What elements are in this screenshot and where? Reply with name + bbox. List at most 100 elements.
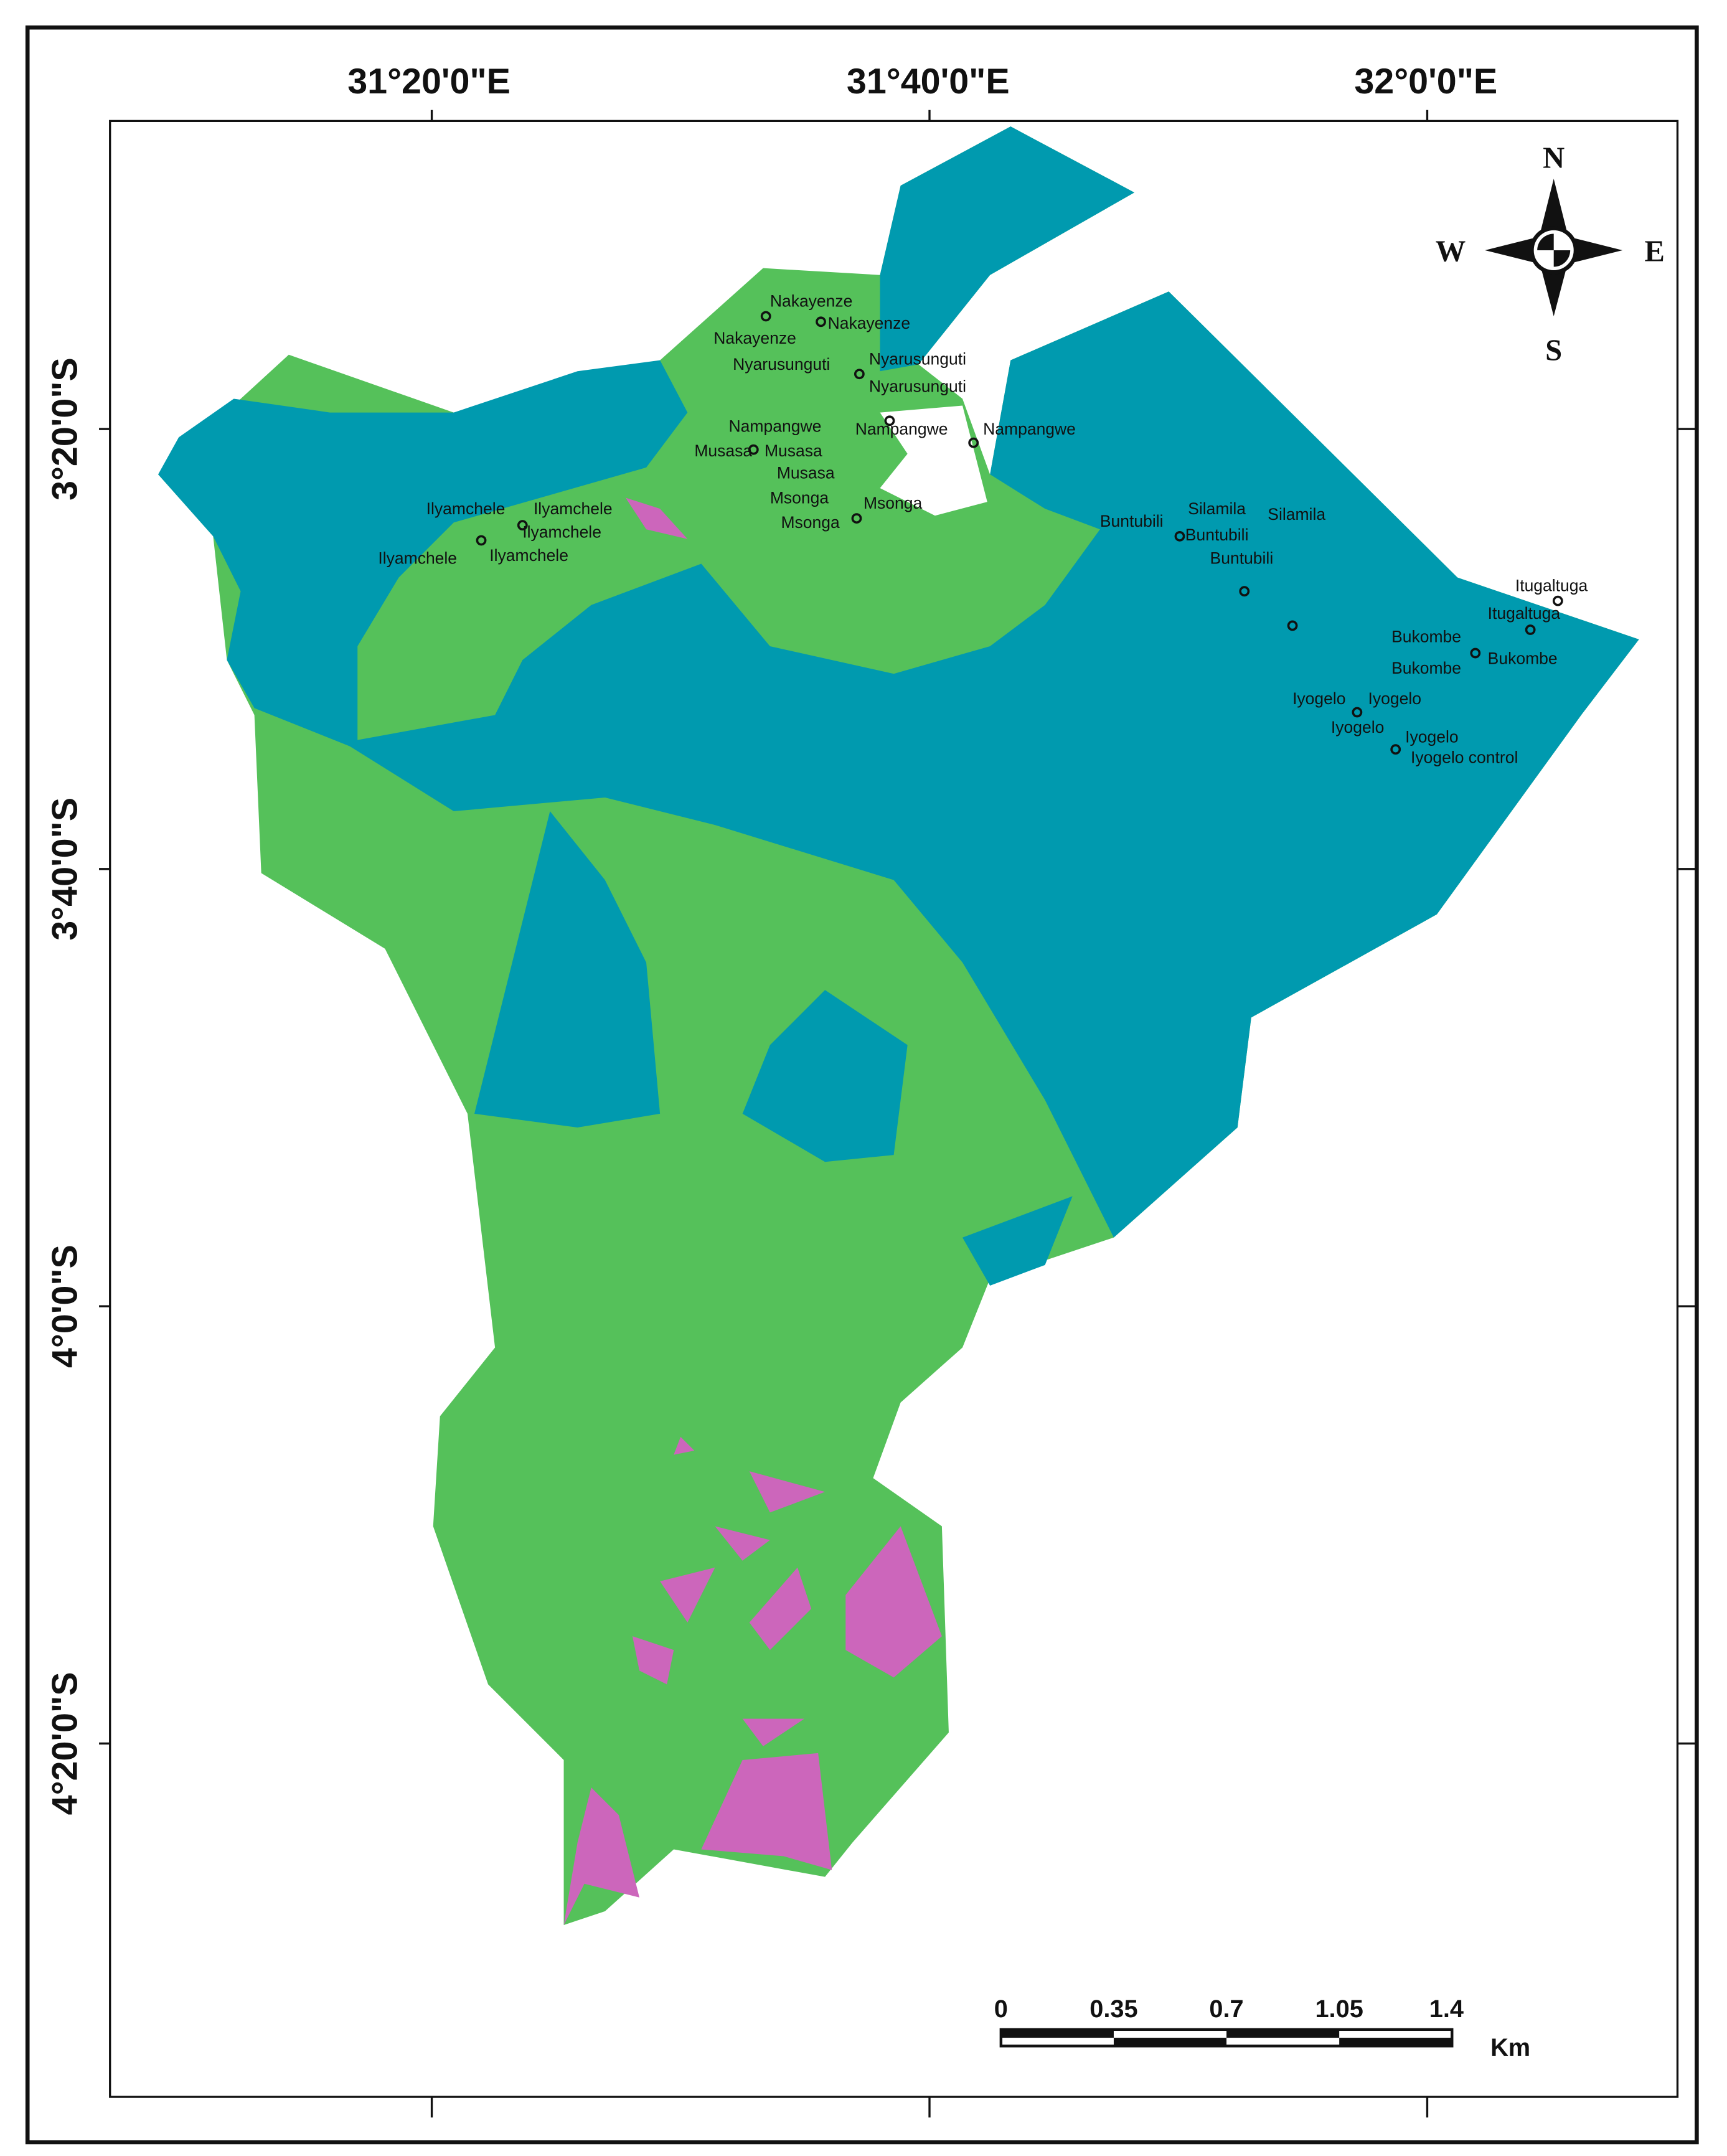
patch [632, 1636, 674, 1685]
place-label: Iyogelo [1368, 689, 1421, 708]
region-teal [962, 1196, 1073, 1286]
place-label: Iyogelo [1292, 689, 1345, 708]
scale-segment [1226, 2029, 1340, 2038]
place-label: Musasa [777, 464, 835, 483]
place-label: Ilyamchele [378, 549, 457, 568]
patch [845, 1526, 942, 1678]
latitude-label: 4°20'0"S [45, 1672, 85, 1815]
region-teal [474, 811, 661, 1128]
point [476, 535, 487, 546]
compass-w: W [1436, 235, 1466, 268]
place-label: Buntubili [1185, 525, 1249, 544]
longitude-label: 31°40'0"E [847, 62, 1010, 101]
place-label: Msonga [770, 488, 829, 507]
longitude-label: 31°20'0"E [347, 62, 511, 101]
scale-label: 1.4 [1429, 1995, 1464, 2023]
point [968, 437, 979, 448]
place-label: Silamila [1268, 505, 1325, 524]
patch [674, 1436, 695, 1455]
outer-frame [25, 25, 1699, 2145]
place-label: Nakayenze [828, 314, 911, 332]
patch [563, 1759, 640, 1925]
pink-patches [563, 497, 942, 1925]
latitude-label: 3°40'0"S [45, 798, 85, 941]
point [1525, 624, 1536, 635]
scale-label: 0 [994, 1995, 1008, 2023]
place-label: Nampangwe [855, 420, 948, 438]
scale-segment [1339, 2038, 1452, 2046]
patch [715, 1526, 770, 1561]
region-teal [880, 126, 1135, 372]
point [884, 415, 895, 426]
place-label: Musasa [694, 441, 752, 460]
region-teal [742, 990, 908, 1162]
place-label: Msonga [781, 513, 840, 532]
point [517, 520, 528, 531]
place-label: Nakayenze [713, 329, 796, 347]
patch [701, 1753, 832, 1870]
scale-label: 0.7 [1209, 1995, 1243, 2023]
patch [749, 1567, 812, 1650]
patch [749, 1471, 826, 1513]
compass-n: N [1543, 141, 1565, 174]
place-label: Itugaltuga [1515, 577, 1588, 595]
place-label: Ilyamchele [489, 546, 568, 565]
compass-center [1537, 233, 1571, 267]
point [851, 513, 862, 524]
region-teal [344, 291, 1639, 1238]
point [1239, 586, 1250, 597]
place-label: Buntubili [1210, 549, 1274, 568]
place-label: Nakayenze [770, 292, 853, 311]
place-label: Iyogelo [1405, 728, 1458, 746]
point [1470, 647, 1481, 659]
place-label: Nyarusunguti [869, 377, 966, 395]
scale-segment [1000, 2029, 1114, 2038]
point [854, 369, 865, 380]
place-label: Bukombe [1391, 659, 1461, 677]
point [1552, 595, 1563, 606]
point [748, 444, 759, 455]
place-label: Buntubili [1100, 512, 1164, 530]
place-label: Itugaltuga [1488, 604, 1561, 623]
place-label: Bukombe [1488, 649, 1558, 668]
frame-ticks [99, 110, 1697, 2118]
place-label: Nampangwe [983, 420, 1076, 438]
patch [742, 1718, 805, 1746]
compass-e: E [1644, 235, 1664, 268]
region-teal [158, 360, 688, 750]
point [1174, 530, 1185, 542]
place-label: Msonga [864, 494, 923, 512]
place-label: Iyogelo [1331, 718, 1384, 737]
patch [660, 1567, 715, 1623]
place-label: Nyarusunguti [733, 355, 830, 374]
latitude-label: 4°0'0"S [45, 1245, 85, 1368]
map-frame [109, 120, 1679, 2098]
place-label: Ilyamchele [426, 499, 506, 518]
place-label: Silamila [1188, 499, 1246, 518]
place-label: Ilyamchele [534, 499, 613, 518]
place-label: Musasa [765, 441, 822, 460]
point [1287, 620, 1298, 631]
patch [625, 497, 688, 539]
scale-bar [999, 2028, 1454, 2048]
point [816, 316, 826, 327]
compass-s: S [1545, 334, 1562, 367]
longitude-label: 32°0'0"E [1354, 62, 1497, 101]
place-labels: Nakayenze Nakayenze Nakayenze Nyarusungu… [378, 292, 1588, 767]
compass-rose [1485, 179, 1623, 316]
sample-points [476, 311, 1563, 755]
place-label: Nyarusunguti [869, 349, 966, 368]
place-label: Ilyamchele [522, 523, 601, 542]
place-label: Iyogelo control [1411, 748, 1518, 767]
scale-label: 1.05 [1315, 1995, 1363, 2023]
point [1352, 707, 1363, 718]
scale-unit: Km [1490, 2034, 1530, 2061]
point [1390, 744, 1401, 755]
point [760, 311, 771, 322]
place-label: Bukombe [1391, 627, 1461, 646]
water [880, 405, 987, 516]
latitude-label: 3°20'0"S [45, 357, 85, 501]
